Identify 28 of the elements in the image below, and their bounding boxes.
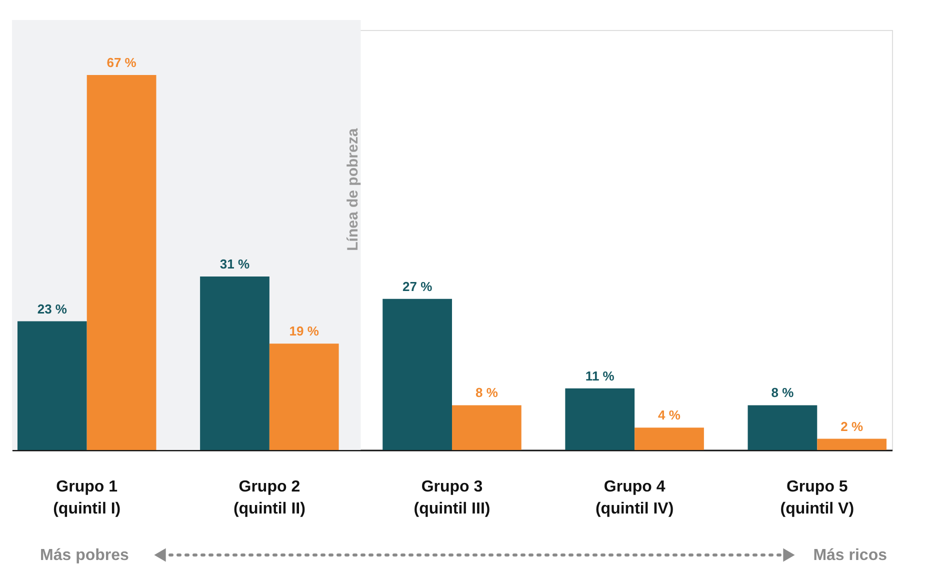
text: Más ricos bbox=[813, 547, 888, 564]
bar bbox=[382, 298, 452, 450]
bar bbox=[452, 405, 522, 450]
data-label: 8 % bbox=[475, 385, 498, 400]
x-tick-label: Grupo 3 (quintil III) bbox=[414, 478, 490, 518]
bar bbox=[269, 344, 339, 450]
x-tick-label: Grupo 5 (quintil V) bbox=[780, 478, 854, 518]
data-label: 8 % bbox=[771, 385, 794, 400]
bar bbox=[86, 75, 156, 450]
bar bbox=[17, 321, 87, 450]
data-label: 27 % bbox=[402, 278, 433, 294]
bar bbox=[634, 428, 704, 450]
data-label: 31 % bbox=[220, 256, 250, 272]
x-tick-label: Grupo 4 (quintil IV) bbox=[595, 478, 674, 518]
data-label: 67 % bbox=[106, 55, 137, 70]
bar bbox=[565, 388, 635, 450]
bar bbox=[817, 438, 887, 450]
bar bbox=[200, 276, 270, 450]
text: Más pobres bbox=[40, 547, 130, 564]
data-label: 11 % bbox=[585, 368, 615, 384]
data-label: 23 % bbox=[37, 301, 68, 316]
data-label: 2 % bbox=[840, 418, 864, 434]
x-tick-label: Grupo 1 (quintil I) bbox=[53, 478, 121, 518]
band-label: Línea de pobreza bbox=[344, 128, 362, 251]
x-tick-label: Grupo 2 (quintil II) bbox=[233, 478, 306, 518]
data-label: 19 % bbox=[289, 324, 320, 339]
bar bbox=[748, 405, 818, 450]
data-label: 4 % bbox=[658, 408, 681, 423]
